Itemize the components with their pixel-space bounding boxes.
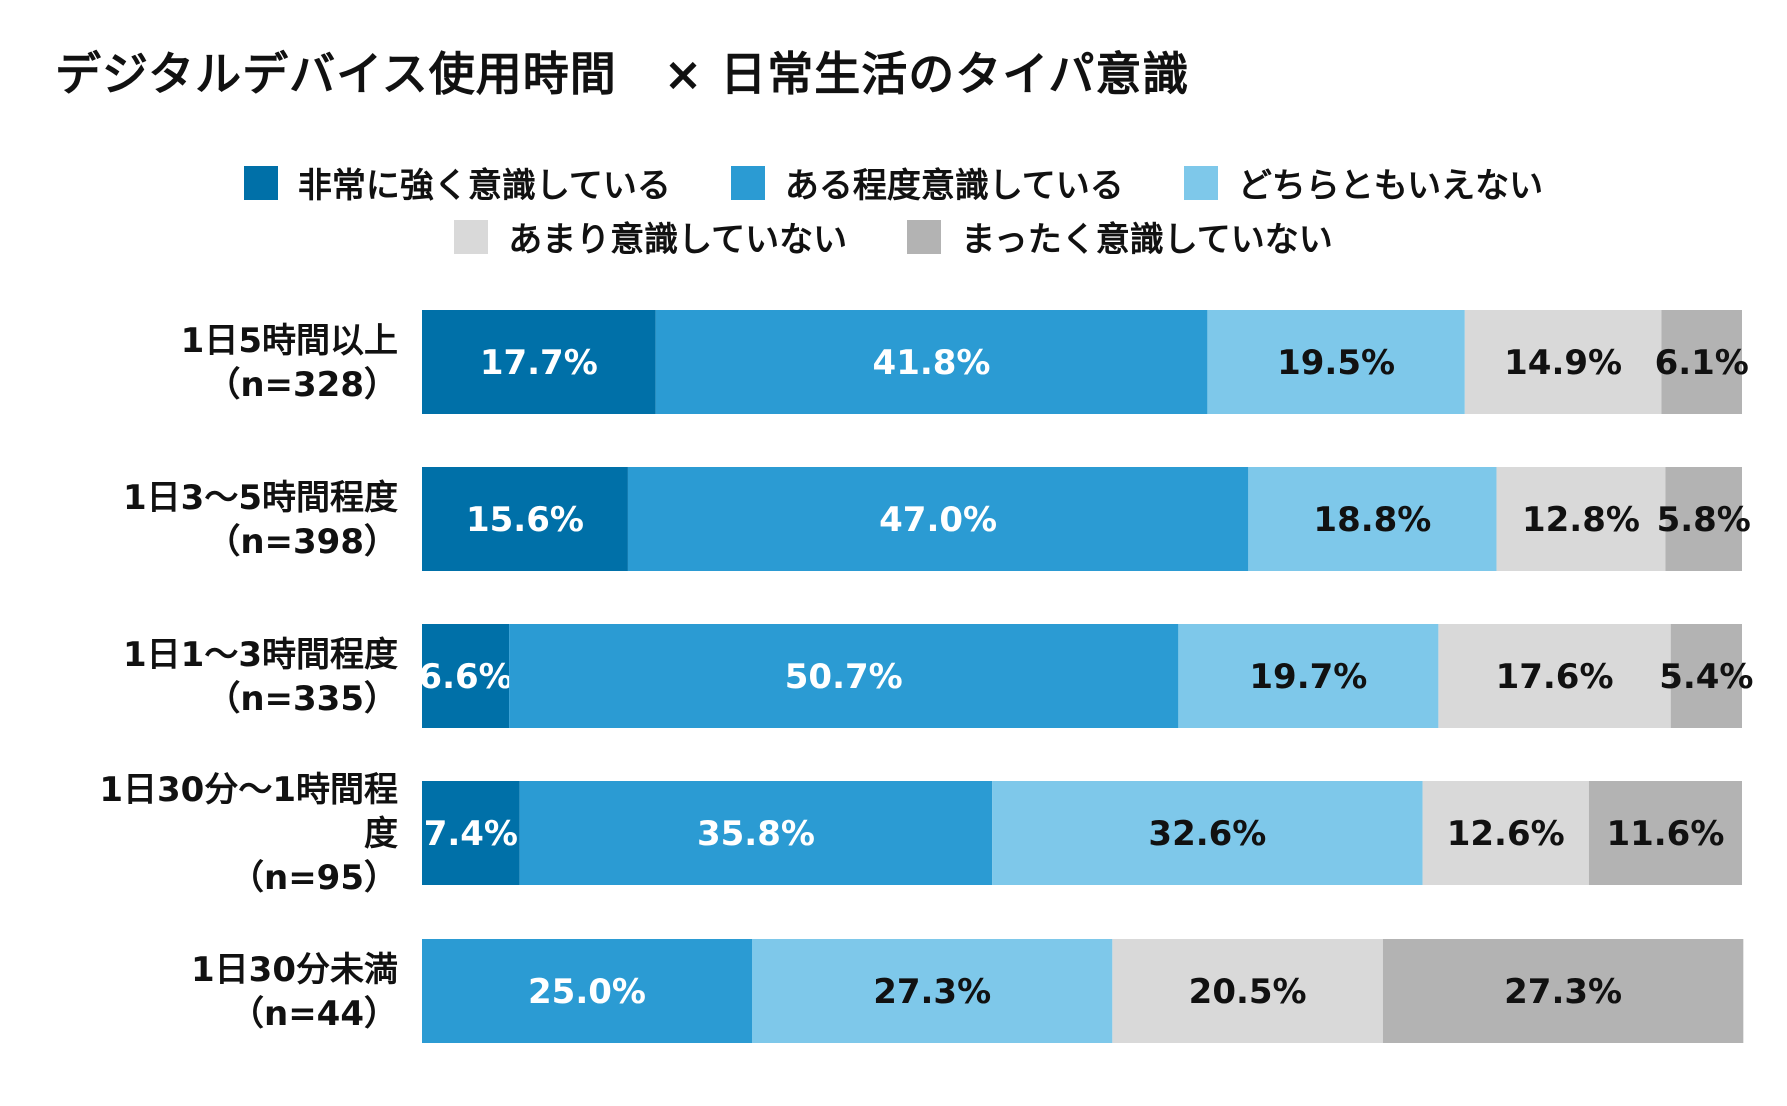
bar-segment xyxy=(627,467,1249,571)
legend-swatch-not-aware-at-all xyxy=(907,219,942,254)
category-label: 1日30分未満 xyxy=(191,950,398,990)
bar-segment xyxy=(1588,781,1742,885)
bar-segment xyxy=(422,467,628,571)
category-label: 1日1～3時間程度 xyxy=(123,635,398,675)
bar-segment xyxy=(422,310,656,414)
category-label: 1日30分～1時間程 xyxy=(99,770,398,810)
data-label: 12.6% xyxy=(1447,814,1565,854)
category-label: 度 xyxy=(364,814,398,854)
legend-item-neutral: どちらともいえない xyxy=(1183,158,1544,207)
bar-segment xyxy=(1670,624,1742,728)
data-label: 6.6% xyxy=(418,657,512,697)
bar-segment xyxy=(752,939,1113,1043)
data-label: 15.6% xyxy=(466,500,584,540)
data-label: 41.8% xyxy=(873,343,991,383)
data-label: 5.4% xyxy=(1659,657,1753,697)
legend-label-strongly-aware: 非常に強く意識している xyxy=(297,166,671,206)
data-label: 27.3% xyxy=(873,972,991,1012)
bar-segment xyxy=(1665,467,1742,571)
legend-item-not-aware-at-all: まったく意識していない xyxy=(907,212,1333,261)
bar-segment xyxy=(509,624,1179,728)
category-label: 1日5時間以上 xyxy=(181,321,398,361)
legend-item-not-very-aware: あまり意識していない xyxy=(454,212,847,261)
data-label: 17.7% xyxy=(480,343,598,383)
data-label: 18.8% xyxy=(1313,500,1431,540)
data-label: 32.6% xyxy=(1148,814,1266,854)
data-label: 12.8% xyxy=(1522,500,1640,540)
bar-segment xyxy=(519,781,993,885)
data-label: 19.7% xyxy=(1249,657,1367,697)
bar-segment xyxy=(422,939,752,1043)
data-label: 27.3% xyxy=(1504,972,1622,1012)
bar-segment xyxy=(422,781,520,885)
chart-title: デジタルデバイス使用時間 × 日常生活のタイパ意識 xyxy=(55,47,1190,101)
data-label: 20.5% xyxy=(1189,972,1307,1012)
data-label: 7.4% xyxy=(424,814,518,854)
bar-segment xyxy=(655,310,1208,414)
data-label: 6.1% xyxy=(1655,343,1749,383)
bar-segment xyxy=(992,781,1423,885)
legend-swatch-not-very-aware xyxy=(454,219,489,254)
data-label: 47.0% xyxy=(879,500,997,540)
category-label: 1日3～5時間程度 xyxy=(123,478,398,518)
category-label: （n=328） xyxy=(206,365,398,405)
category-label: （n=44） xyxy=(230,994,398,1034)
legend-label-neutral: どちらともいえない xyxy=(1237,166,1544,206)
bar-segment xyxy=(422,624,510,728)
legend-label-not-very-aware: あまり意識していない xyxy=(508,220,848,260)
bar-segment xyxy=(1464,310,1662,414)
legend-swatch-neutral xyxy=(1183,165,1218,200)
data-label: 50.7% xyxy=(785,657,903,697)
data-label: 19.5% xyxy=(1277,343,1395,383)
bar-segment xyxy=(1382,939,1744,1043)
legend-row-1: 非常に強く意識している ある程度意識している どちらともいえない xyxy=(0,158,1787,207)
legend-label-not-aware-at-all: まったく意識していない xyxy=(961,220,1333,260)
data-label: 11.6% xyxy=(1606,814,1724,854)
data-label: 14.9% xyxy=(1504,343,1622,383)
bar-segment xyxy=(1207,310,1465,414)
legend-swatch-strongly-aware xyxy=(243,165,278,200)
legend-item-strongly-aware: 非常に強く意識している xyxy=(243,158,671,207)
category-label: （n=335） xyxy=(206,679,398,719)
data-label: 5.8% xyxy=(1657,500,1751,540)
legend-row-2: あまり意識していない まったく意識していない xyxy=(0,212,1787,261)
legend-label-somewhat-aware: ある程度意識している xyxy=(784,166,1124,206)
bar-segment xyxy=(1661,310,1742,414)
data-label: 17.6% xyxy=(1496,657,1614,697)
data-label: 35.8% xyxy=(697,814,815,854)
bar-segment xyxy=(1438,624,1671,728)
category-label: （n=398） xyxy=(206,522,398,562)
legend-item-somewhat-aware: ある程度意識している xyxy=(730,158,1124,207)
bar-segment xyxy=(1248,467,1497,571)
bar-segment xyxy=(1422,781,1589,885)
data-label: 25.0% xyxy=(528,972,646,1012)
category-label: （n=95） xyxy=(230,858,398,898)
bar-segment xyxy=(1112,939,1383,1043)
bar-segment xyxy=(1178,624,1439,728)
bar-segment xyxy=(1496,467,1666,571)
legend-swatch-somewhat-aware xyxy=(730,165,765,200)
